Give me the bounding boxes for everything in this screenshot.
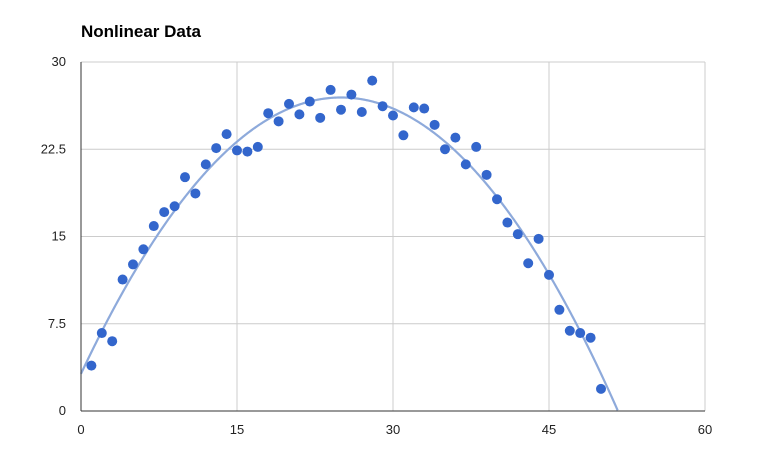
y-tick-label: 15 xyxy=(52,229,66,244)
data-point[interactable] xyxy=(377,101,388,112)
data-point[interactable] xyxy=(564,325,575,336)
data-point[interactable] xyxy=(544,269,554,280)
data-point[interactable] xyxy=(169,201,180,212)
data-point[interactable] xyxy=(554,304,565,315)
data-point[interactable] xyxy=(596,383,606,394)
x-tick-label: 45 xyxy=(542,422,556,437)
x-tick-label: 0 xyxy=(77,422,84,437)
data-point[interactable] xyxy=(471,141,482,152)
data-point[interactable] xyxy=(252,141,263,152)
chart-title: Nonlinear Data xyxy=(81,22,202,41)
data-point[interactable] xyxy=(284,98,294,109)
x-axis-ticks: 0 15 30 45 60 xyxy=(77,422,712,437)
data-point[interactable] xyxy=(429,119,440,130)
data-point[interactable] xyxy=(367,75,378,86)
x-tick-label: 60 xyxy=(698,422,712,437)
data-point[interactable] xyxy=(585,332,596,343)
data-point[interactable] xyxy=(575,328,586,339)
data-point[interactable] xyxy=(117,274,128,285)
data-point[interactable] xyxy=(128,259,138,270)
data-point[interactable] xyxy=(273,116,284,127)
y-tick-label: 30 xyxy=(52,54,66,69)
data-point[interactable] xyxy=(440,144,450,155)
y-axis-ticks: 0 7.5 15 22.5 30 xyxy=(41,54,66,418)
data-point[interactable] xyxy=(502,217,513,228)
data-point[interactable] xyxy=(398,130,409,141)
data-point[interactable] xyxy=(533,233,544,244)
data-point[interactable] xyxy=(481,169,492,180)
data-point[interactable] xyxy=(388,110,398,121)
data-point[interactable] xyxy=(190,188,201,199)
data-point[interactable] xyxy=(96,328,107,339)
data-point[interactable] xyxy=(138,244,149,255)
data-point[interactable] xyxy=(200,159,211,170)
data-point[interactable] xyxy=(86,360,97,371)
data-point[interactable] xyxy=(336,104,346,115)
data-point[interactable] xyxy=(211,143,222,154)
data-point[interactable] xyxy=(325,84,336,95)
x-tick-label: 30 xyxy=(386,422,400,437)
data-point[interactable] xyxy=(263,108,274,119)
data-point[interactable] xyxy=(512,229,523,240)
y-tick-label: 22.5 xyxy=(41,141,66,156)
data-point[interactable] xyxy=(450,132,461,143)
data-point[interactable] xyxy=(180,172,190,183)
data-point[interactable] xyxy=(315,112,326,123)
data-point[interactable] xyxy=(346,89,357,100)
data-point[interactable] xyxy=(460,159,471,170)
data-point[interactable] xyxy=(419,103,430,114)
x-tick-label: 15 xyxy=(230,422,244,437)
y-tick-label: 0 xyxy=(59,403,66,418)
data-point[interactable] xyxy=(294,109,305,120)
data-point[interactable] xyxy=(232,145,242,156)
data-point[interactable] xyxy=(492,194,502,205)
data-point[interactable] xyxy=(356,107,367,118)
data-point[interactable] xyxy=(523,258,534,269)
trendline xyxy=(80,96,619,411)
axes xyxy=(80,62,705,412)
data-point[interactable] xyxy=(148,221,159,232)
data-point[interactable] xyxy=(242,146,253,157)
data-points xyxy=(86,75,606,394)
y-tick-label: 7.5 xyxy=(48,316,66,331)
trendline-layer xyxy=(80,96,619,411)
data-point[interactable] xyxy=(159,207,170,218)
data-point[interactable] xyxy=(221,129,232,140)
data-point[interactable] xyxy=(107,336,118,347)
data-point[interactable] xyxy=(408,102,419,113)
data-point[interactable] xyxy=(304,96,315,107)
